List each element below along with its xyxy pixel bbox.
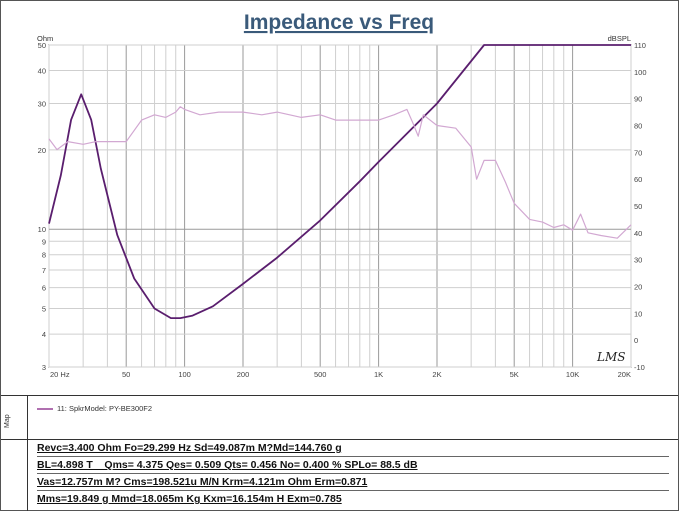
x-tick-label: 200 <box>237 370 250 379</box>
left-tick-label: 20 <box>38 146 46 155</box>
param-line-1: Revc=3.400 Ohm Fo=29.299 Hz Sd=49.087m M… <box>37 442 342 454</box>
x-tick-label: 20K <box>618 370 631 379</box>
param-line-4: Mms=19.849 g Mmd=18.065m Kg Kxm=16.154m … <box>37 493 342 505</box>
x-tick-label: 500 <box>314 370 327 379</box>
left-tick-label: 9 <box>42 237 46 246</box>
right-tick-label: 70 <box>634 148 642 157</box>
chart-title: Impedance vs Freq <box>244 11 434 34</box>
left-tick-label: 7 <box>42 266 46 275</box>
left-tick-label: 6 <box>42 284 46 293</box>
right-tick-label: 60 <box>634 175 642 184</box>
left-tick-label: 50 <box>38 41 46 50</box>
left-tick-label: 5 <box>42 305 46 314</box>
x-tick-label: 100 <box>178 370 191 379</box>
right-tick-label: -10 <box>634 363 645 372</box>
map-tab-label: Map <box>4 414 11 428</box>
plot-area <box>48 44 632 368</box>
param-divider <box>37 456 669 457</box>
left-tick-label: 8 <box>42 251 46 260</box>
right-tick-label: 100 <box>634 68 647 77</box>
impedance-line <box>48 44 631 320</box>
x-tick-label: 50 <box>122 370 130 379</box>
param-divider <box>37 473 669 474</box>
param-line-2: BL=4.898 T _ Qms= 4.375 Qes= 0.509 Qts= … <box>37 459 418 471</box>
x-tick-label: 2K <box>432 370 441 379</box>
parameters-tab <box>1 440 28 511</box>
left-tick-label: 10 <box>38 225 46 234</box>
right-tick-label: 50 <box>634 202 642 211</box>
right-tick-label: 0 <box>634 336 638 345</box>
spl-line <box>48 106 632 239</box>
left-tick-label: 4 <box>42 330 46 339</box>
right-tick-label: 80 <box>634 122 642 131</box>
param-line-3: Vas=12.757m M? Cms=198.521u M/N Krm=4.12… <box>37 476 368 488</box>
map-tab[interactable]: Map <box>1 396 28 440</box>
series-lines <box>48 44 632 320</box>
parameters-panel: Revc=3.400 Ohm Fo=29.299 Hz Sd=49.087m M… <box>1 439 678 511</box>
right-axis-title: dBSPL <box>608 34 631 43</box>
impedance-chart: Impedance vs Freq Ohm dBSPL 20 Hz 50 100 20… <box>37 11 647 379</box>
lms-watermark: LMS <box>596 350 625 364</box>
right-tick-label: 90 <box>634 95 642 104</box>
left-tick-label: 3 <box>42 363 46 372</box>
x-tick-label: 20 Hz <box>50 370 70 379</box>
legend-panel: Map 11: SpkrModel: PY-BE300F2 <box>1 395 678 440</box>
right-tick-label: 40 <box>634 229 642 238</box>
legend-entry[interactable]: 11: SpkrModel: PY-BE300F2 <box>37 404 152 413</box>
x-tick-label: 10K <box>566 370 579 379</box>
tick-labels: 20 Hz 50 100 200 500 1K 2K 5K 10K 20K345678910203… <box>38 41 647 379</box>
param-divider <box>37 490 669 491</box>
right-tick-label: 110 <box>634 41 646 50</box>
x-tick-label: 5K <box>510 370 519 379</box>
left-axis-title: Ohm <box>37 34 53 43</box>
right-tick-label: 10 <box>634 309 642 318</box>
left-tick-label: 40 <box>38 67 46 76</box>
x-tick-label: 1K <box>374 370 383 379</box>
legend-entry-label: 11: SpkrModel: PY-BE300F2 <box>57 404 153 413</box>
right-tick-label: 30 <box>634 256 642 265</box>
left-tick-label: 30 <box>38 99 46 108</box>
right-tick-label: 20 <box>634 283 642 292</box>
legend-swatch <box>37 407 53 410</box>
